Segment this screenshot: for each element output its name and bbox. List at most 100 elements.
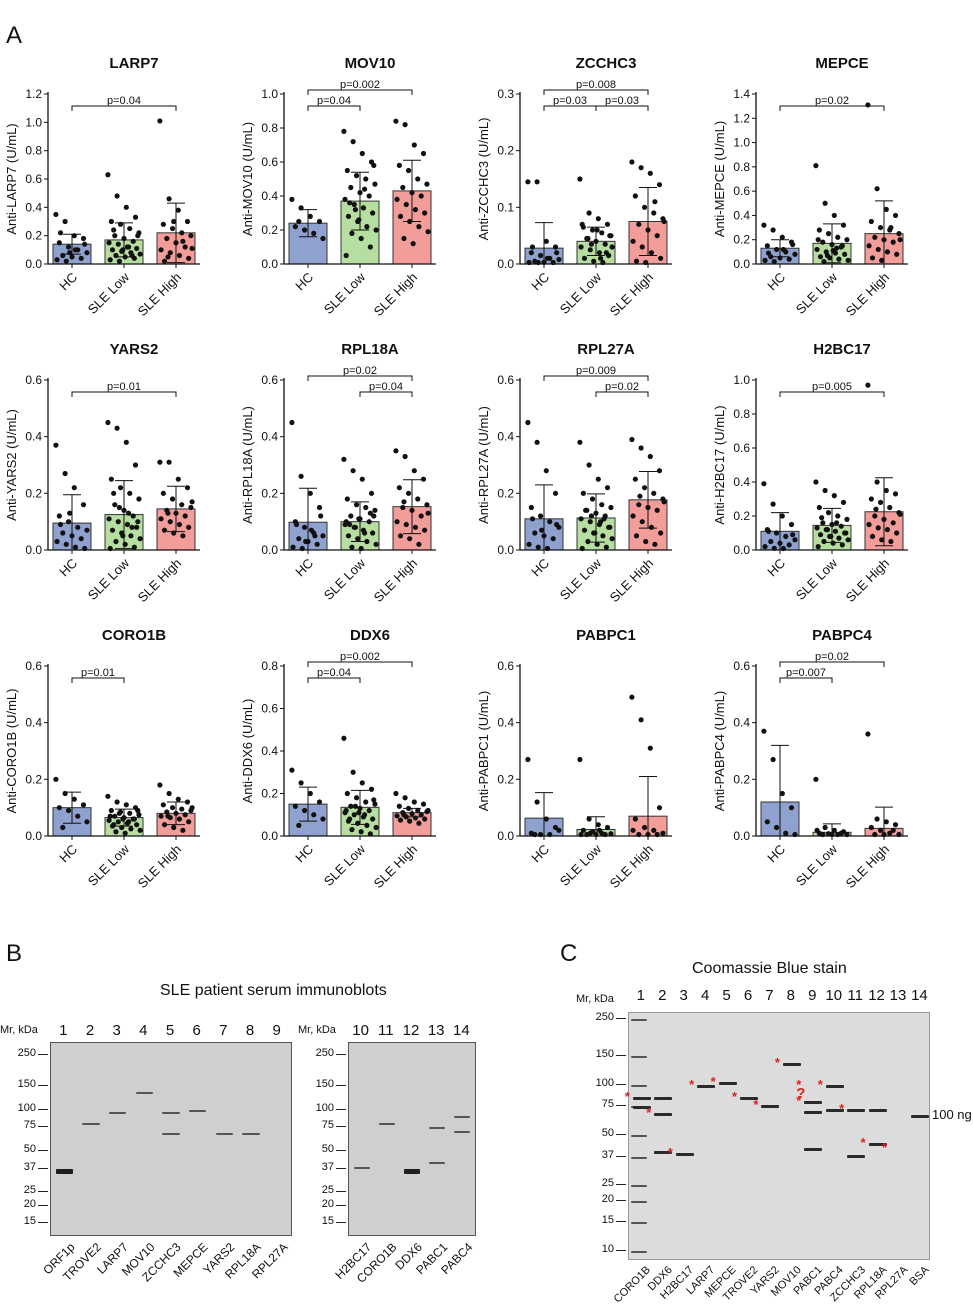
marker-tick — [336, 1085, 346, 1086]
protein-band — [869, 1109, 887, 1112]
blot-right — [348, 1042, 476, 1236]
y-tick-label: 0.6 — [25, 373, 42, 387]
data-point — [831, 541, 836, 546]
data-point — [421, 802, 426, 807]
target-band-star: * — [818, 1077, 823, 1092]
data-point — [369, 491, 374, 496]
protein-band — [761, 1105, 779, 1108]
y-tick-label: 0.6 — [733, 659, 750, 673]
lane-number: 6 — [183, 1022, 210, 1039]
data-point — [110, 247, 115, 252]
x-tick-label: HC — [528, 842, 552, 866]
y-tick-label: 0.2 — [733, 772, 750, 786]
data-point — [604, 545, 609, 550]
data-point — [374, 227, 379, 232]
ladder-band — [631, 1185, 647, 1187]
chart-title: RPL27A — [577, 341, 635, 358]
data-point — [171, 825, 176, 830]
data-point — [347, 522, 352, 527]
data-point — [599, 502, 604, 507]
data-point — [407, 536, 412, 541]
data-point — [110, 528, 115, 533]
lane-number: 12 — [398, 1022, 423, 1039]
data-point — [397, 804, 402, 809]
data-point — [605, 485, 610, 490]
data-point — [299, 474, 304, 479]
protein-band — [162, 1133, 179, 1135]
marker-tick — [616, 1084, 626, 1085]
data-point — [138, 536, 143, 541]
protein-band — [719, 1082, 737, 1085]
data-point — [401, 499, 406, 504]
data-point — [164, 236, 169, 241]
data-point — [422, 528, 427, 533]
protein-band — [429, 1162, 445, 1164]
data-point — [72, 485, 77, 490]
data-point — [783, 831, 788, 836]
data-point — [421, 477, 426, 482]
data-point — [823, 488, 828, 493]
data-point — [657, 805, 662, 810]
y-tick-label: 0.8 — [733, 407, 750, 421]
data-point — [578, 516, 583, 521]
x-tick-label: SLE Low — [793, 841, 841, 889]
y-tick-label: 0.2 — [733, 509, 750, 523]
y-tick-label: 0.2 — [261, 486, 278, 500]
data-point — [891, 520, 896, 525]
chart-title: RPL18A — [341, 341, 399, 358]
data-point — [893, 491, 898, 496]
y-tick-label: 0.4 — [733, 475, 750, 489]
data-point — [818, 254, 823, 259]
y-axis-label: Anti-PABPC1 (U/mL) — [476, 691, 491, 811]
protein-band — [56, 1169, 73, 1174]
data-point — [814, 247, 819, 252]
protein-band — [109, 1112, 126, 1114]
data-point — [346, 214, 351, 219]
data-point — [875, 816, 880, 821]
mr-label: Mr, kDa — [576, 993, 626, 1005]
marker-tick — [336, 1054, 346, 1055]
data-point — [588, 519, 593, 524]
data-point — [127, 226, 132, 231]
data-point — [403, 122, 408, 127]
y-tick-label: 0.6 — [497, 659, 514, 673]
data-point — [360, 477, 365, 482]
data-point — [167, 460, 172, 465]
data-point — [605, 222, 610, 227]
data-point — [426, 808, 431, 813]
data-point — [774, 825, 779, 830]
data-point — [183, 244, 188, 249]
data-point — [407, 819, 412, 824]
data-point — [816, 237, 821, 242]
data-point — [544, 468, 549, 473]
data-point — [398, 533, 403, 538]
data-point — [127, 491, 132, 496]
data-point — [349, 545, 354, 550]
chart-zcchc3: ZCCHC3Anti-ZCCHC3 (U/mL)0.00.10.20.3HC SL… — [472, 50, 708, 340]
data-point — [768, 539, 773, 544]
y-axis-label: Anti-MEPCE (U/mL) — [712, 121, 727, 237]
data-point — [397, 485, 402, 490]
data-point — [167, 196, 172, 201]
data-point — [359, 236, 364, 241]
data-point — [404, 522, 409, 527]
p-value-label: p=0.02 — [605, 381, 639, 393]
data-point — [872, 235, 877, 240]
data-point — [406, 168, 411, 173]
data-point — [158, 247, 163, 252]
data-point — [553, 244, 558, 249]
marker-tick — [616, 1250, 626, 1251]
y-axis-label: Anti-H2BC17 (U/mL) — [712, 405, 727, 524]
data-point — [109, 477, 114, 482]
lane-number: 7 — [210, 1022, 237, 1039]
protein-band — [454, 1131, 470, 1133]
p-value-label: p=0.04 — [107, 95, 141, 107]
data-point — [530, 516, 535, 521]
y-tick-label: 0.4 — [261, 189, 278, 203]
data-point — [792, 252, 797, 257]
data-point — [54, 257, 59, 262]
data-point — [547, 519, 552, 524]
data-point — [583, 508, 588, 513]
data-point — [126, 511, 131, 516]
x-tick-label: SLE High — [607, 270, 656, 319]
